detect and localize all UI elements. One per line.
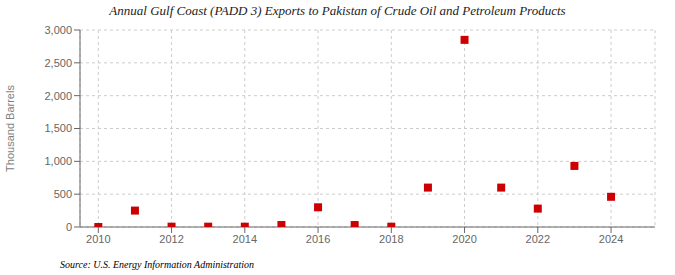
svg-text:Thousand Barrels: Thousand Barrels: [8, 85, 16, 172]
svg-text:2,500: 2,500: [44, 57, 72, 69]
svg-text:2014: 2014: [233, 233, 257, 245]
svg-text:0: 0: [66, 221, 72, 233]
svg-text:2010: 2010: [86, 233, 110, 245]
svg-text:2016: 2016: [306, 233, 330, 245]
svg-text:2,000: 2,000: [44, 90, 72, 102]
svg-text:2022: 2022: [526, 233, 550, 245]
svg-text:3,000: 3,000: [44, 24, 72, 36]
html-text:Annual Gulf Coast (PADD 3) Exp: Annual Gulf Coast (PADD 3) Exports to Pa…: [109, 3, 566, 18]
svg-text:1,500: 1,500: [44, 122, 72, 134]
svg-text:2012: 2012: [159, 233, 183, 245]
svg-text:500: 500: [54, 188, 72, 200]
svg-text:2018: 2018: [379, 233, 403, 245]
html-text:Source: U.S. Energy Informatio: Source: U.S. Energy Information Administ…: [60, 259, 255, 270]
svg-text:2020: 2020: [452, 233, 476, 245]
svg-text:2024: 2024: [599, 233, 623, 245]
svg-text:1,000: 1,000: [44, 155, 72, 167]
